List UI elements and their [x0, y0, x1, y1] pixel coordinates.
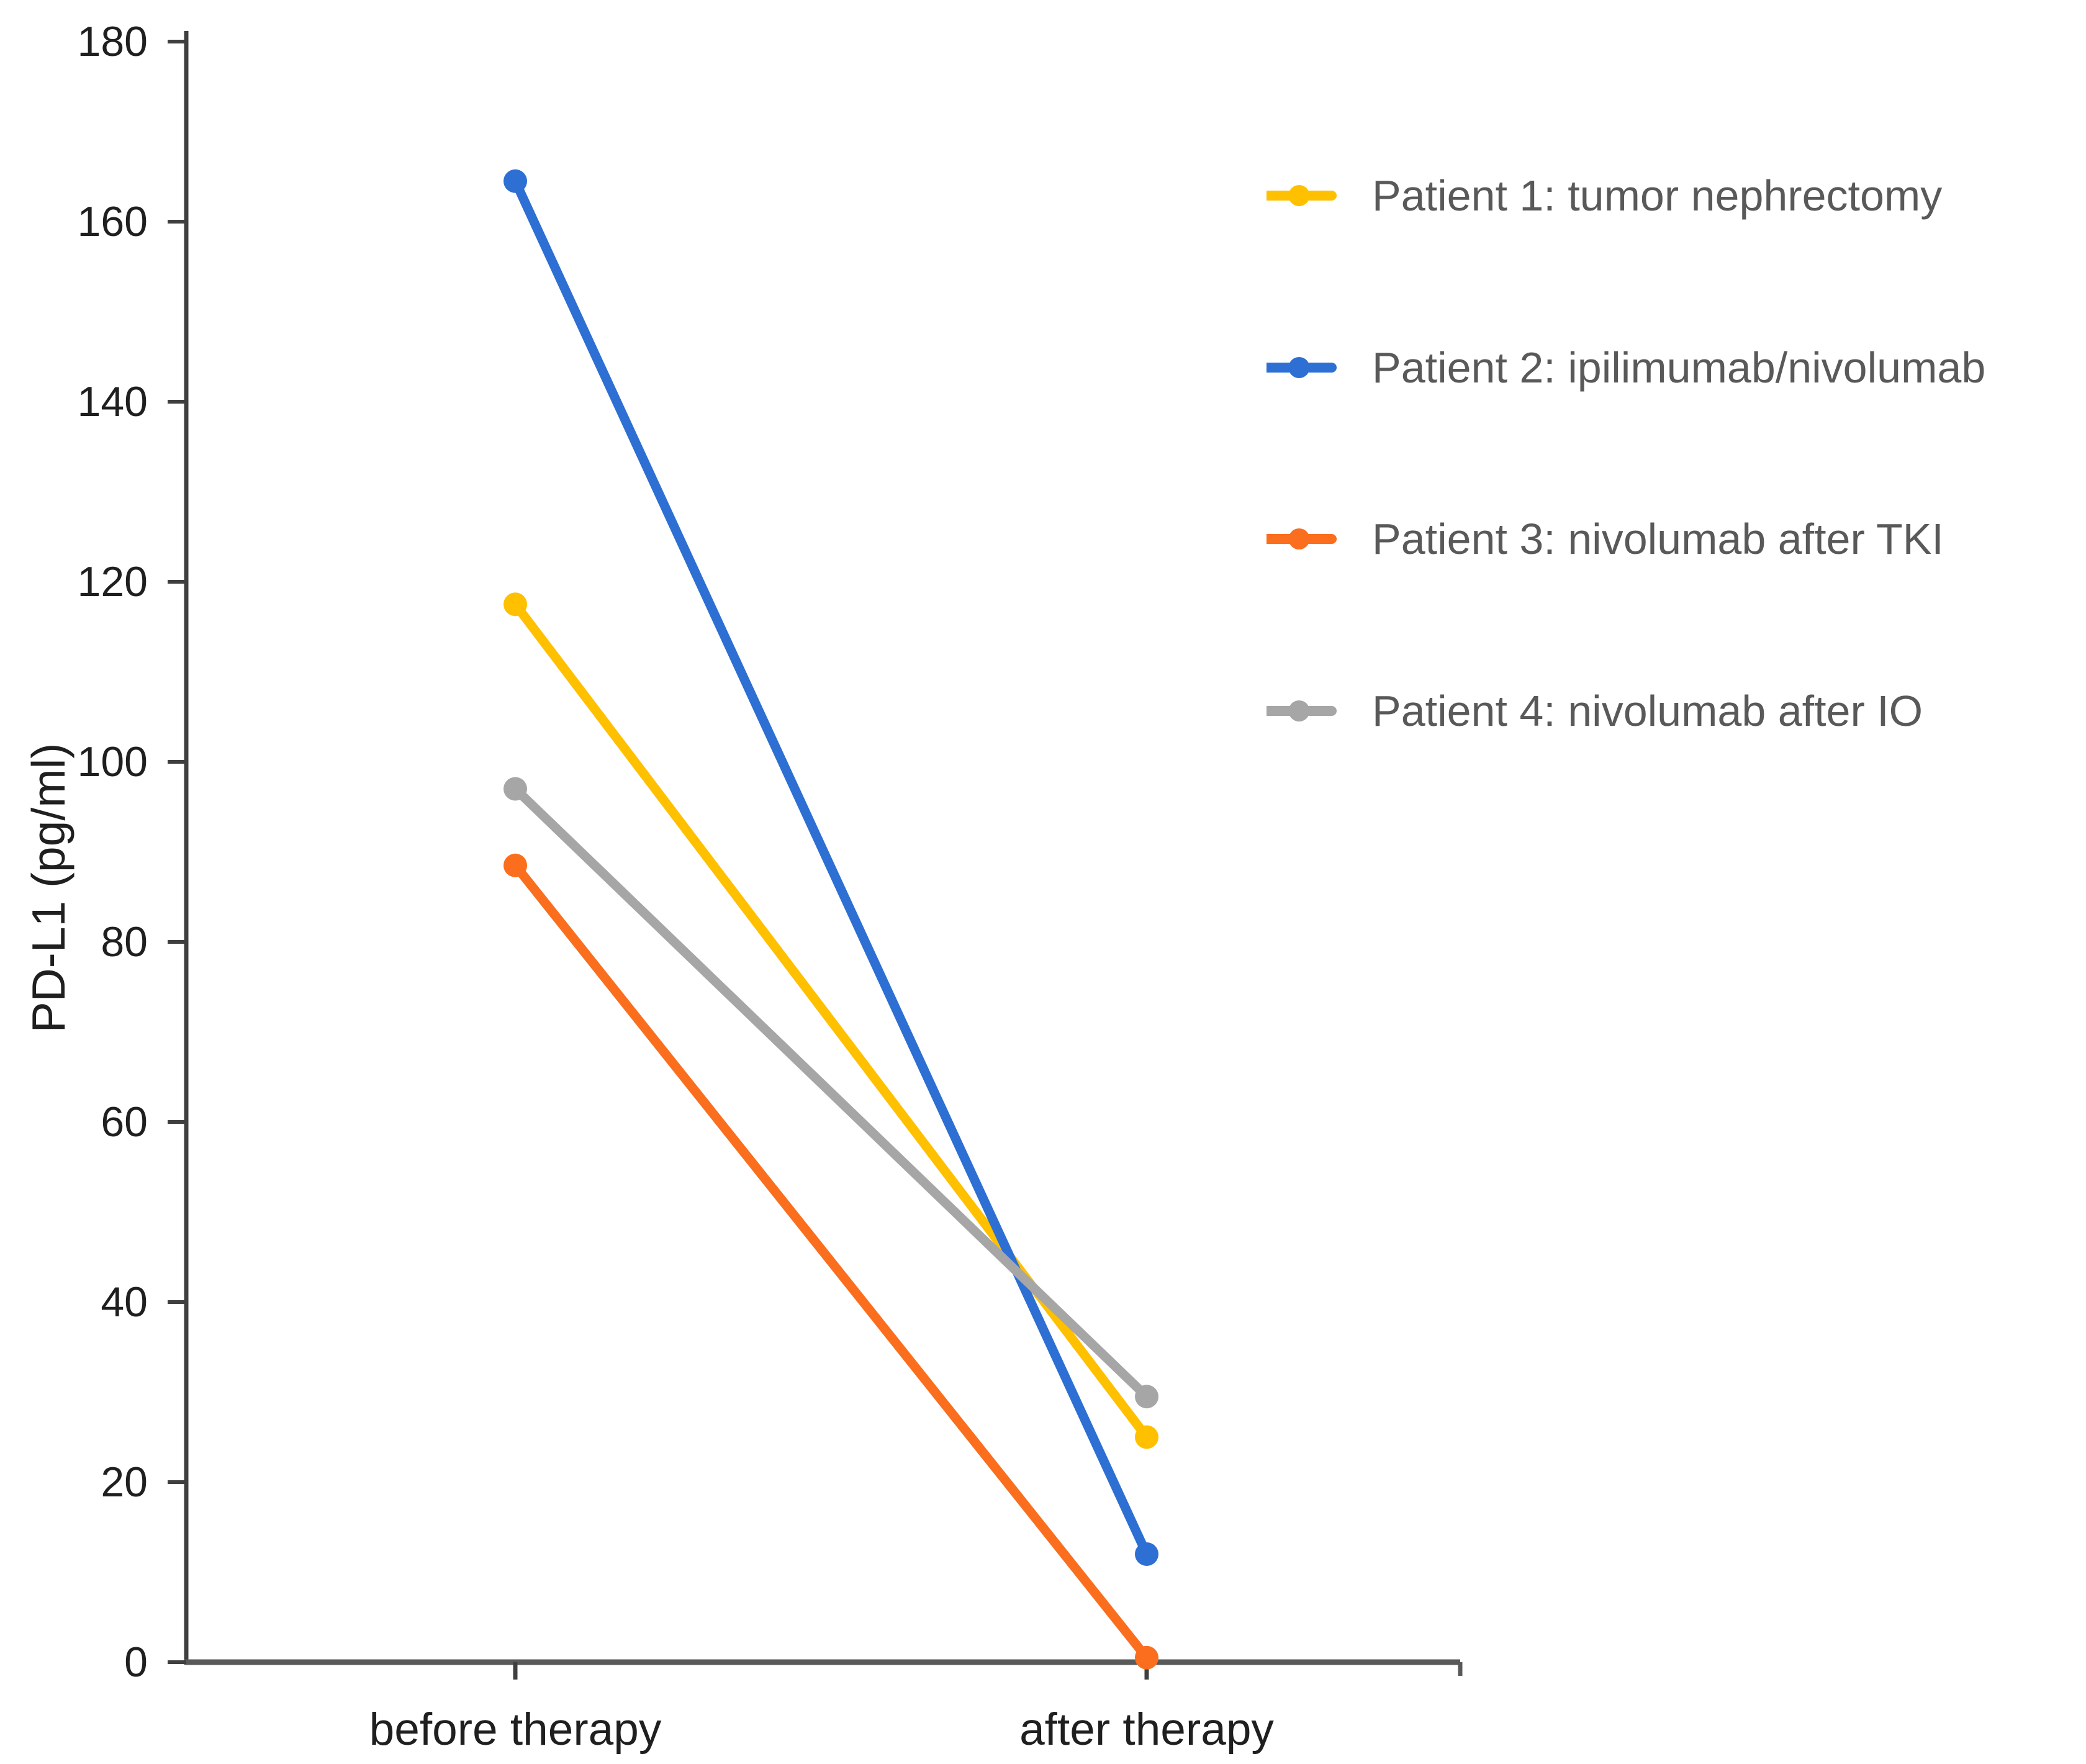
series-line-patient-4: [510, 784, 1152, 1401]
y-tick-label: 140: [77, 378, 148, 425]
legend-label: Patient 1: tumor nephrectomy: [1372, 171, 1943, 220]
series-marker-patient-4-before: [503, 777, 527, 801]
series-marker-patient-2-before: [503, 169, 527, 193]
y-tick-label: 80: [101, 918, 148, 966]
series-marker-patient-1-after: [1135, 1425, 1158, 1449]
x-axis-label-before-therapy: before therapy: [369, 1704, 662, 1755]
legend-item-patient-2: Patient 2: ipilimumab/nivolumab: [1266, 343, 1985, 392]
y-axis-title: PD-L1 (pg/ml): [22, 743, 74, 1033]
series-line-patient-3: [510, 861, 1152, 1663]
legend-label: Patient 2: ipilimumab/nivolumab: [1372, 343, 1986, 392]
y-tick-label: 40: [101, 1278, 148, 1326]
legend-label: Patient 4: nivolumab after IO: [1372, 687, 1923, 735]
x-axis-label-after-therapy: after therapy: [1019, 1704, 1274, 1755]
legend-item-patient-1: Patient 1: tumor nephrectomy: [1266, 171, 1942, 220]
series-line-patient-2: [510, 176, 1152, 1559]
legend-line-marker-icon: [1266, 185, 1337, 206]
y-tick-label: 20: [101, 1459, 148, 1506]
series-marker-patient-4-after: [1135, 1385, 1158, 1409]
y-tick-label: 180: [77, 18, 148, 65]
y-tick-label: 120: [77, 558, 148, 605]
series-marker-patient-2-after: [1135, 1542, 1158, 1566]
y-tick-label: 160: [77, 198, 148, 245]
legend-item-patient-3: Patient 3: nivolumab after TKI: [1266, 514, 1944, 564]
series-marker-patient-3-after: [1135, 1645, 1158, 1670]
series-line-patient-1: [510, 599, 1152, 1442]
legend-line-marker-icon: [1266, 528, 1337, 550]
series-marker-patient-1-before: [503, 592, 527, 617]
y-tick-label: 0: [124, 1639, 148, 1686]
legend-line-marker-icon: [1266, 357, 1337, 378]
legend-item-patient-4: Patient 4: nivolumab after IO: [1266, 686, 1923, 736]
y-tick-label: 100: [77, 738, 148, 785]
legend-label: Patient 3: nivolumab after TKI: [1372, 515, 1944, 563]
series-marker-patient-3-before: [503, 853, 527, 877]
legend-line-marker-icon: [1266, 700, 1337, 721]
y-tick-label: 60: [101, 1098, 148, 1146]
